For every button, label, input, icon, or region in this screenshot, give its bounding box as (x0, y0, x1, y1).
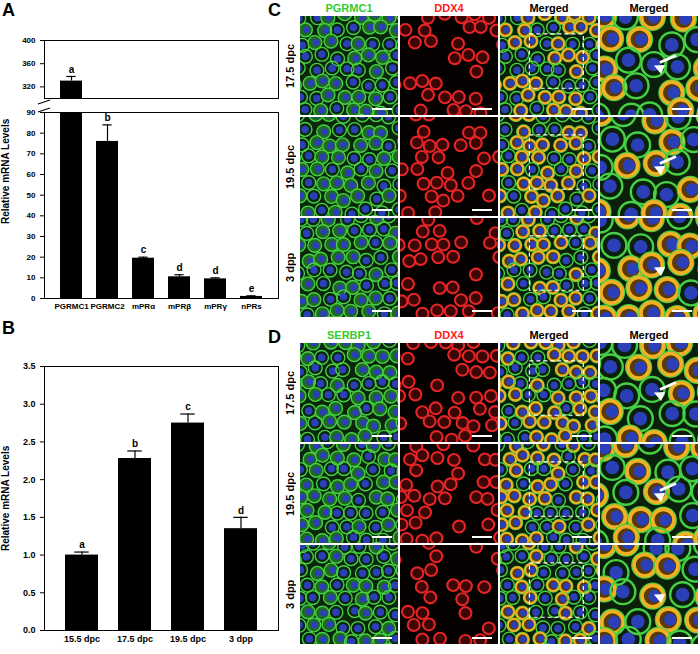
svg-text:320: 320 (22, 82, 36, 91)
html-text:SERBP1: SERBP1 (327, 329, 371, 341)
svg-text:60: 60 (27, 170, 36, 179)
svg-text:40: 40 (27, 211, 36, 220)
html-text:B: B (2, 318, 15, 338)
svg-text:20: 20 (27, 253, 36, 262)
html-text:D: D (268, 327, 281, 347)
svg-text:90: 90 (27, 108, 36, 117)
svg-text:b: b (132, 438, 138, 449)
svg-text:19.5 dpc: 19.5 dpc (170, 634, 206, 644)
svg-text:1.0: 1.0 (23, 550, 36, 560)
svg-text:mPRβ: mPRβ (168, 302, 191, 311)
svg-text:e: e (249, 283, 255, 294)
svg-text:70: 70 (27, 149, 36, 158)
svg-text:PGRMC1: PGRMC1 (54, 302, 89, 311)
html-text:DDX4: DDX4 (434, 2, 464, 14)
html-text:Relative mRNA Levels: Relative mRNA Levels (0, 445, 11, 551)
svg-text:2.0: 2.0 (23, 475, 36, 485)
svg-text:360: 360 (22, 59, 36, 68)
html-text:17.5 dpc: 17.5 dpc (284, 43, 296, 88)
html-text:17.5 dpc: 17.5 dpc (284, 370, 296, 415)
html-text:Merged: Merged (629, 2, 669, 14)
svg-text:a: a (69, 64, 75, 75)
html-text:Merged: Merged (629, 329, 669, 341)
svg-text:c: c (141, 244, 147, 255)
svg-text:d: d (176, 262, 182, 273)
svg-text:3.0: 3.0 (23, 399, 36, 409)
html-text:A: A (2, 0, 15, 20)
svg-text:400: 400 (22, 36, 36, 45)
svg-text:PGRMC2: PGRMC2 (90, 302, 125, 311)
html-text:3 dpp: 3 dpp (284, 252, 296, 283)
svg-text:mPRγ: mPRγ (204, 302, 227, 311)
svg-text:0.5: 0.5 (23, 588, 36, 598)
html-text:C: C (268, 0, 281, 20)
svg-text:30: 30 (27, 232, 36, 241)
svg-text:1.5: 1.5 (23, 512, 36, 522)
svg-text:c: c (185, 401, 191, 412)
svg-text:0: 0 (31, 294, 36, 303)
svg-text:d: d (238, 505, 244, 516)
html-text:Merged: Merged (529, 329, 569, 341)
svg-text:a: a (79, 539, 85, 550)
svg-text:mPRα: mPRα (132, 302, 155, 311)
svg-text:10: 10 (27, 273, 36, 282)
svg-text:15.5 dpc: 15.5 dpc (64, 634, 100, 644)
svg-text:17.5 dpc: 17.5 dpc (117, 634, 153, 644)
html-text:PGRMC1: PGRMC1 (325, 2, 373, 14)
svg-text:3.5: 3.5 (23, 361, 36, 371)
html-text:Merged: Merged (529, 2, 569, 14)
html-text:19.5 dpc: 19.5 dpc (284, 471, 296, 516)
html-text:DDX4: DDX4 (434, 329, 464, 341)
svg-text:2.5: 2.5 (23, 437, 36, 447)
svg-text:0.0: 0.0 (23, 625, 36, 635)
svg-text:d: d (212, 265, 218, 276)
svg-text:3 dpp: 3 dpp (229, 634, 254, 644)
html-text:Relative mRNA Levels: Relative mRNA Levels (0, 118, 11, 224)
html-text:19.5 dpc: 19.5 dpc (284, 144, 296, 189)
svg-text:50: 50 (27, 191, 36, 200)
svg-text:nPRs: nPRs (241, 302, 262, 311)
svg-text:b: b (104, 112, 110, 123)
html-text:3 dpp: 3 dpp (284, 579, 296, 610)
svg-text:80: 80 (27, 129, 36, 138)
